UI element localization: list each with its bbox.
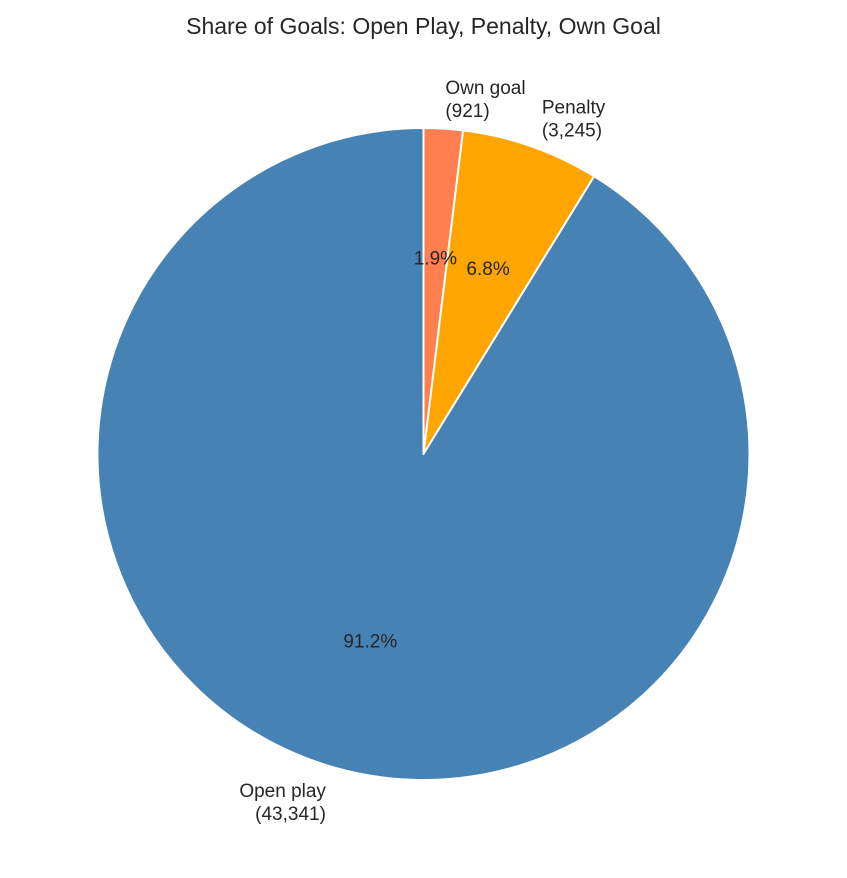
slice-open-play (96, 127, 751, 781)
pct-label-penalty: 6.8% (466, 259, 509, 280)
slice-count-own-goal: (921) (445, 101, 489, 122)
pie-labels: 1.9% Own goal (921) 6.8% Penalty (3,245) 91.2%… (239, 78, 605, 825)
slice-penalty (422, 129, 596, 455)
slice-count-penalty: (3,245) (542, 120, 602, 141)
slice-label-own-goal: Own goal (921) (445, 78, 525, 122)
pct-label-open-play: 91.2% (343, 632, 397, 653)
slice-label-penalty: Penalty (3,245) (542, 97, 606, 141)
slice-category-own-goal: Own goal (445, 78, 525, 99)
chart-title: Share of Goals: Open Play, Penalty, Own … (186, 13, 661, 39)
slice-category-penalty: Penalty (542, 97, 606, 118)
slice-label-open-play: Open play (43,341) (239, 781, 326, 825)
pct-label-own-goal: 1.9% (414, 248, 457, 269)
pie-slices (96, 127, 751, 781)
slice-category-open-play: Open play (239, 781, 326, 802)
slice-count-open-play: (43,341) (255, 804, 326, 825)
